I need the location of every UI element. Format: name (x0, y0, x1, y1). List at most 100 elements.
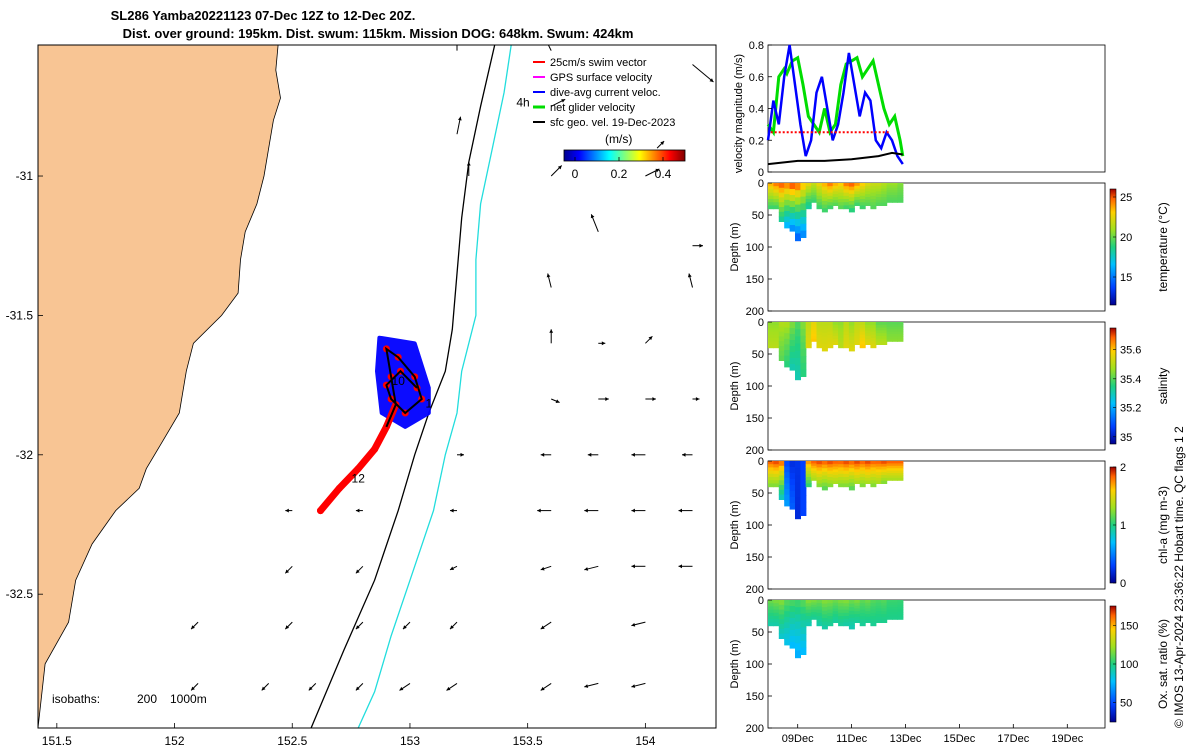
profile-cell (892, 187, 898, 191)
profile-cell (821, 208, 828, 213)
profile-cell (778, 461, 785, 467)
profile-cell (811, 324, 818, 328)
profile-cell (778, 633, 785, 639)
profile-cell (870, 189, 877, 194)
profile-cell (881, 333, 888, 337)
profile-cell (827, 325, 834, 329)
profile-cell (795, 211, 801, 220)
profile-cell (832, 185, 839, 190)
profile-cell (843, 470, 850, 475)
profile-cell (897, 616, 904, 620)
profile-cell (854, 322, 861, 326)
profile-cell (881, 197, 888, 201)
profile-cell (832, 605, 839, 609)
legend-label-swim: 25cm/s swim vector (550, 57, 647, 69)
profile-cell (821, 336, 828, 341)
profile-cell (843, 192, 850, 197)
arrow-head (587, 452, 592, 457)
depth-tick-label: 100 (746, 659, 764, 671)
colorbar-tick-label: 0 (1120, 578, 1126, 590)
profile-cell (784, 483, 791, 490)
profile-cell (784, 344, 791, 351)
geo-velocity-arrow (682, 452, 693, 457)
profile-cell (859, 331, 866, 336)
profile-cell (805, 202, 812, 206)
profile-cell (768, 619, 774, 623)
profile-cell (832, 602, 839, 607)
profile-cell (881, 605, 888, 609)
profile-cell (848, 614, 855, 619)
profile-cell (870, 477, 877, 481)
profile-cell (805, 606, 812, 611)
profile-cell (870, 470, 877, 475)
profile-cell (865, 605, 872, 609)
profile-cell (816, 483, 823, 488)
arrow-head (285, 625, 290, 630)
profile-cell (865, 197, 872, 201)
profile-cell (854, 477, 861, 482)
profile-cell (886, 477, 893, 481)
profile-cell (886, 470, 893, 474)
geo-velocity-arrow (692, 243, 703, 248)
profile-cell (773, 205, 780, 210)
map-ytick-label: -31 (16, 169, 34, 183)
profile-cell (892, 612, 898, 615)
arrow-head (355, 625, 360, 630)
profile-cell (784, 489, 791, 496)
profile-cell (784, 477, 791, 484)
profile-cell (795, 489, 801, 498)
profile-cell (805, 338, 812, 342)
profile-cell (897, 461, 904, 464)
profile-cell (865, 202, 872, 206)
profile-cell (811, 334, 818, 337)
profile-cell (795, 336, 801, 345)
profile-cell (870, 467, 877, 472)
profile-cell (795, 190, 801, 198)
profile-cell (795, 197, 801, 206)
geo-velocity-arrow (631, 682, 646, 688)
profile-cell (859, 334, 866, 339)
profile-cell (881, 466, 888, 470)
geo-velocity-arrow (631, 564, 646, 569)
profile-cell (816, 480, 823, 484)
profile-cell (838, 344, 845, 349)
profile-cell (848, 471, 855, 476)
profile-cell (821, 340, 828, 345)
profile-cell (784, 211, 791, 218)
profile-cell (773, 338, 780, 342)
profile-cell (805, 609, 812, 614)
profile-cell (816, 616, 823, 620)
profile-cell (886, 461, 893, 464)
geo-velocity-arrow (550, 165, 563, 177)
profile-cell (881, 338, 888, 343)
profile-cell (768, 480, 774, 484)
profile-cell (848, 482, 855, 487)
profile-cell (805, 483, 812, 488)
profile-cell (897, 470, 904, 474)
profile-cell (784, 183, 791, 190)
profile-cell (800, 189, 807, 198)
geo-velocity-arrow (656, 140, 665, 149)
depth-tick-label: 200 (746, 306, 764, 318)
profile-cell (897, 607, 904, 611)
profile-cell (789, 642, 796, 649)
map-panel[interactable]: 4h 10 1 12 151.5 152 152.5 153 153.5 154 -31 -31.5… (6, 30, 717, 748)
profile-cell (843, 195, 850, 200)
profile-cell (778, 494, 785, 500)
profile-cell (784, 466, 791, 473)
profile-cell (859, 202, 866, 206)
profile-cell (795, 365, 801, 373)
depth-tick-label: 200 (746, 584, 764, 596)
profile-cell (816, 612, 823, 617)
profile-cell (827, 622, 834, 627)
profile-cell (795, 358, 801, 366)
profile-cell (838, 331, 845, 336)
profile-cell (875, 327, 882, 331)
profile-cell (859, 606, 866, 611)
arrow-head (261, 686, 266, 691)
colorbar-unit-label: (m/s) (605, 132, 632, 146)
profile-cell (768, 600, 774, 604)
profile-cell (811, 604, 818, 608)
profile-cell (827, 464, 834, 468)
profile-cell (805, 619, 812, 623)
